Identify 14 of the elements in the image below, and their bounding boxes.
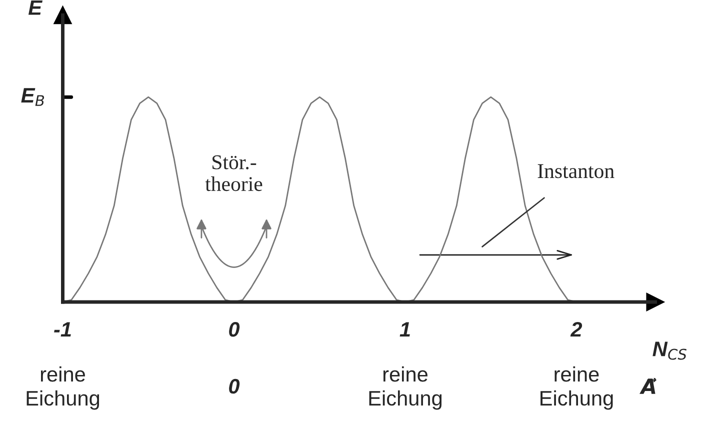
text: A⃗ [640,378,656,394]
text: 0 [229,378,240,394]
text: reine Eichung [540,366,613,410]
text: reine Eichung [26,366,100,410]
x-tick-label: 0 [229,322,240,337]
y-axis-title: E [28,0,43,15]
x-tick-label: 2 [570,322,582,337]
annotation: Instanton [538,164,614,178]
x-tick-label: -1 [54,322,71,337]
text: E$_{B}$ [21,88,44,106]
text: reine Eichung [369,366,442,410]
x-tick-label: 1 [400,322,410,337]
annotation: Stör.- theorie [205,155,262,192]
x-axis-title: N$_{CS}$ [652,342,687,360]
